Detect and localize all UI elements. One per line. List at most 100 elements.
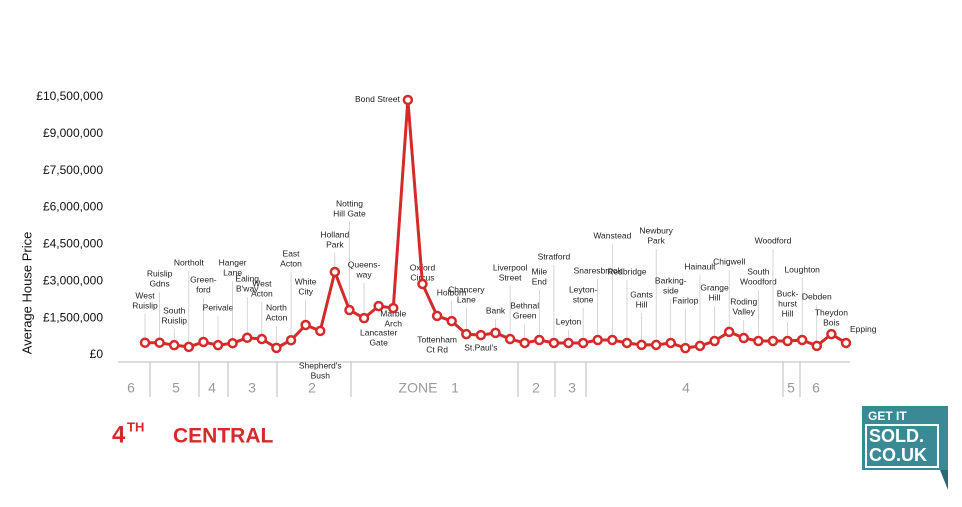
station-marker	[183, 341, 195, 353]
y-tick-label: £6,000,000	[43, 200, 103, 214]
station-label: Lane	[457, 294, 476, 304]
zone-label: 2	[532, 380, 540, 396]
y-tick-label: £9,000,000	[43, 126, 103, 140]
station-marker	[168, 339, 180, 351]
station-marker	[329, 266, 341, 278]
station-label: Hanger	[219, 257, 247, 267]
station-label: Buck-	[777, 288, 799, 298]
zone-separators	[149, 362, 801, 397]
station-label: White	[295, 276, 317, 286]
station-marker	[592, 334, 603, 346]
zone-label: 2	[308, 380, 316, 396]
station-label: Gate	[369, 337, 388, 347]
station-label: Green-	[190, 274, 217, 284]
logo: GET IT SOLD. CO.UK	[862, 406, 948, 490]
station-marker	[446, 315, 457, 327]
station-marker	[767, 335, 779, 347]
station-marker	[300, 319, 311, 331]
station-label: Acton	[266, 312, 288, 322]
zone-label: ZONE	[399, 380, 438, 396]
station-label: Ruislip	[161, 315, 187, 325]
logo-text: SOLD.	[869, 426, 924, 446]
rank-suffix: TH	[127, 419, 144, 434]
station-marker	[519, 337, 530, 349]
station-label: B'way	[236, 283, 259, 293]
station-label: Leyton-	[569, 284, 598, 294]
station-label: Perivale	[203, 302, 234, 312]
station-label: Wanstead	[593, 230, 631, 240]
station-marker	[621, 337, 633, 349]
station-label: ford	[196, 284, 211, 294]
station-label: way	[356, 269, 373, 279]
station-label: Northolt	[174, 257, 204, 267]
station-label: Valley	[733, 306, 756, 316]
zone-label: 5	[172, 380, 180, 396]
station-label: Grange	[700, 282, 729, 292]
station-marker	[241, 332, 253, 344]
station-label: Bond Street	[355, 94, 401, 104]
station-label: side	[663, 285, 679, 295]
station-label: Notting	[336, 198, 363, 208]
station-marker	[475, 329, 487, 341]
station-label: South	[747, 266, 769, 276]
station-label: Epping	[850, 324, 877, 334]
station-label: North	[266, 302, 287, 312]
station-label: stone	[573, 294, 594, 304]
station-label: Ealing	[235, 273, 259, 283]
zone-label: 5	[787, 380, 795, 396]
station-label: Liverpool	[493, 262, 528, 272]
zone-label: 6	[127, 380, 135, 396]
station-label: Holland	[320, 229, 349, 239]
station-marker	[504, 333, 516, 345]
station-label: Green	[513, 310, 537, 320]
station-marker	[271, 342, 282, 354]
station-label: Chigwell	[713, 256, 745, 266]
y-tick-label: £4,500,000	[43, 237, 103, 251]
station-label: Park	[647, 235, 665, 245]
station-label: Acton	[280, 258, 302, 268]
station-label: Loughton	[784, 264, 820, 274]
station-marker	[826, 328, 837, 340]
station-label: Acton	[251, 288, 273, 298]
station-label: Woodford	[740, 276, 777, 286]
station-marker	[461, 328, 472, 340]
station-label: South	[163, 305, 185, 315]
station-marker	[417, 278, 428, 290]
station-label: hurst	[778, 298, 798, 308]
station-label: Holborn	[437, 287, 467, 297]
station-marker	[388, 302, 399, 314]
station-marker	[709, 335, 720, 347]
station-label: Woodford	[755, 235, 792, 245]
zone-label: 1	[451, 380, 459, 396]
station-label: Chancery	[448, 284, 485, 294]
station-marker	[227, 337, 238, 349]
station-label: Hill	[709, 292, 721, 302]
station-marker	[782, 335, 793, 347]
station-label: Bank	[486, 305, 506, 315]
station-label: Fairlop	[672, 295, 698, 305]
station-marker	[607, 334, 618, 346]
y-tick-label: £0	[90, 347, 104, 361]
station-label: Redbridge	[607, 266, 646, 276]
station-marker	[577, 337, 589, 349]
station-marker	[431, 310, 443, 322]
station-marker	[534, 334, 545, 346]
station-marker	[139, 337, 151, 348]
station-label: Gdns	[149, 278, 169, 288]
station-label: Hill	[782, 308, 794, 318]
station-marker	[563, 337, 574, 349]
station-marker	[680, 342, 691, 354]
station-label: Hainault	[684, 261, 716, 271]
station-marker	[198, 336, 209, 348]
zone-label: 3	[248, 380, 256, 396]
station-label: End	[532, 276, 547, 286]
station-label: Ruislip	[132, 300, 158, 310]
station-label: Theydon	[815, 307, 848, 317]
station-label: West	[135, 290, 155, 300]
logo-text: CO.UK	[869, 445, 927, 465]
station-marker	[285, 335, 297, 346]
station-label: Gants	[630, 289, 653, 299]
station-label: Bethnal	[510, 300, 539, 310]
station-marker	[723, 326, 735, 338]
station-label: St.Paul's	[464, 342, 497, 352]
